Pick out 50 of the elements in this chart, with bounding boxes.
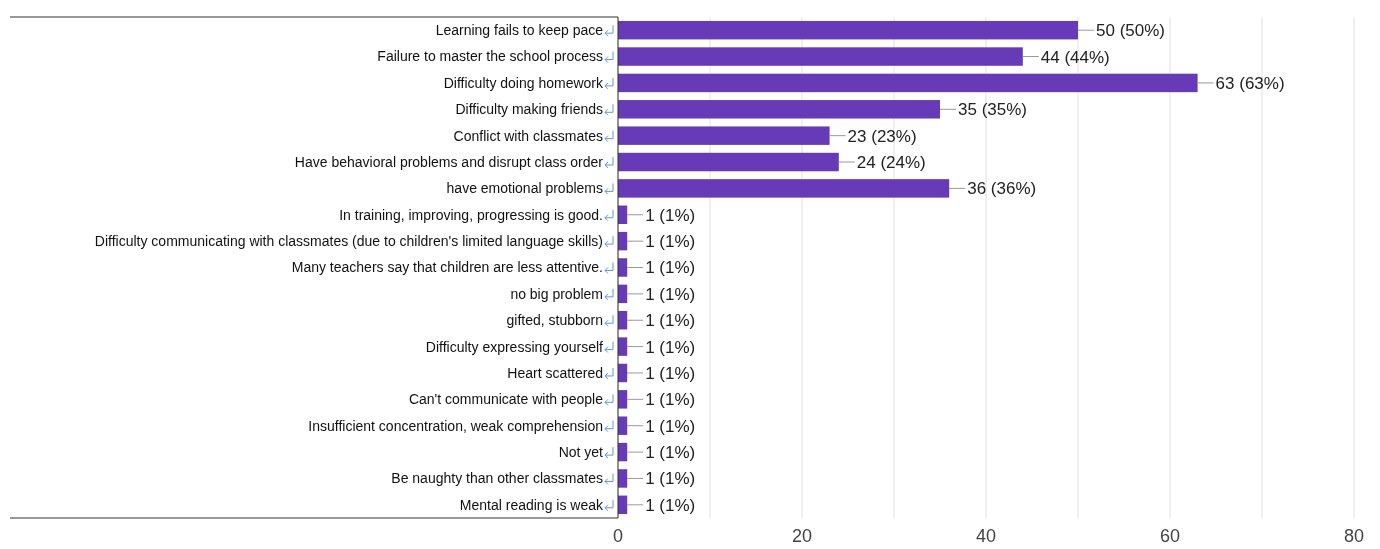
- bar: [618, 126, 830, 145]
- y-tick-label: Have behavioral problems and disrupt class order: [294, 153, 604, 170]
- x-tick-label: 40: [975, 526, 997, 546]
- bar: [618, 179, 950, 198]
- y-tick-label: Learning fails to keep pace: [435, 22, 604, 39]
- y-tick-label: Can't communicate with people: [408, 391, 604, 408]
- data-label: 36 (36%): [967, 179, 1037, 199]
- y-tick-label: Difficulty making friends: [455, 101, 603, 118]
- y-tick-label: Not yet: [558, 443, 604, 460]
- x-tick-label: 80: [1343, 526, 1365, 546]
- y-tick-label: Difficulty doing homework: [443, 74, 604, 91]
- data-label: 1 (1%): [645, 337, 696, 357]
- y-tick-label: no big problem: [510, 285, 603, 302]
- data-label: 1 (1%): [645, 363, 696, 383]
- bar: [618, 20, 1078, 40]
- x-tick-label: 20: [791, 526, 813, 546]
- y-tick-label: Heart scattered: [507, 364, 603, 381]
- data-label: 1 (1%): [645, 205, 696, 225]
- y-tick-label: Failure to master the school process: [377, 48, 603, 65]
- x-tick-label: 0: [612, 526, 624, 546]
- y-tick-label: Be naughty than other classmates: [391, 470, 603, 487]
- y-tick-label: In training, improving, progressing is good.: [339, 206, 603, 223]
- data-label: 1 (1%): [645, 443, 696, 463]
- y-tick-label: Mental reading is weak: [459, 496, 604, 513]
- data-label: 1 (1%): [645, 311, 696, 331]
- bar: [618, 100, 940, 119]
- y-tick-label: Insufficient concentration, weak comprehension: [308, 417, 603, 434]
- bar: [618, 152, 839, 172]
- data-label: 23 (23%): [847, 126, 917, 146]
- y-tick-label: Difficulty communicating with classmates (due to children's limited language skills): [94, 233, 603, 250]
- y-tick-label: Difficulty expressing yourself: [425, 338, 604, 355]
- data-label: 1 (1%): [645, 495, 696, 515]
- data-label: 50 (50%): [1096, 21, 1165, 41]
- data-label: 1 (1%): [645, 258, 696, 278]
- data-label: 35 (35%): [958, 100, 1027, 120]
- data-label: 1 (1%): [645, 469, 696, 489]
- y-tick-label: Conflict with classmates: [453, 127, 603, 144]
- data-label: 1 (1%): [645, 390, 696, 410]
- data-label: 1 (1%): [645, 232, 696, 252]
- data-label: 63 (63%): [1215, 73, 1285, 93]
- y-tick-label: Many teachers say that children are less attentive.: [291, 259, 603, 276]
- data-label: 24 (24%): [856, 152, 926, 172]
- bar: [618, 73, 1198, 93]
- data-label: 44 (44%): [1040, 47, 1110, 67]
- y-tick-label: gifted, stubborn: [506, 312, 603, 329]
- x-tick-label: 60: [1159, 526, 1181, 546]
- data-label: 1 (1%): [645, 416, 696, 436]
- bar: [618, 47, 1023, 66]
- data-label: 1 (1%): [645, 284, 696, 304]
- y-tick-label: have emotional problems: [446, 180, 603, 197]
